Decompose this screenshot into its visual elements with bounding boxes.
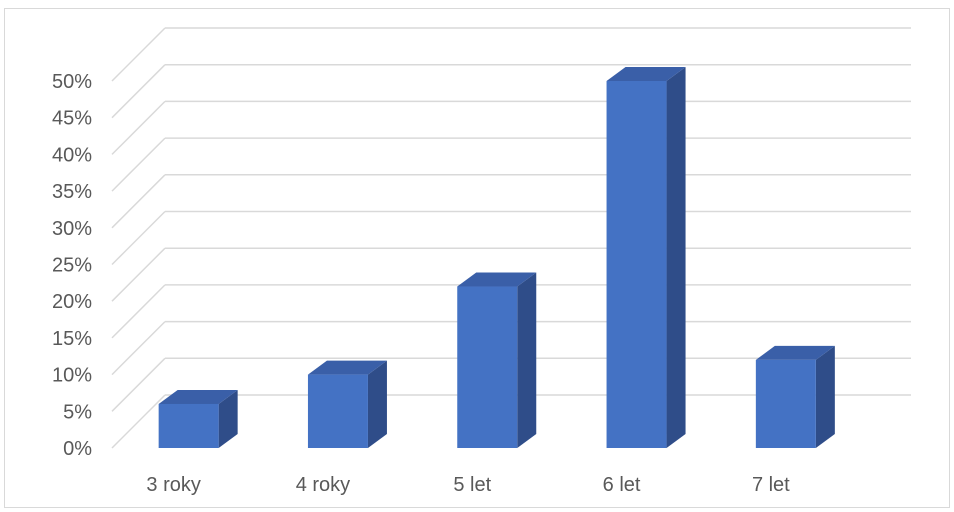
gridline [111,174,911,229]
gridline [111,27,911,82]
y-tick-label: 0% [63,438,92,460]
chart-frame [4,8,950,508]
bars [158,67,835,448]
y-tick-label: 35% [52,181,92,203]
x-category-label: 5 let [453,474,491,496]
bar [606,67,686,448]
x-axis-category-labels: 3 roky 4 roky 5 let 6 let 7 let [146,474,790,496]
bar [457,272,537,448]
bar [307,360,387,448]
y-tick-label: 45% [52,108,92,130]
y-tick-label: 5% [63,401,92,423]
y-axis-tick-labels: 0% 5% 10% 15% 20% 25% 30% 35% 40% 45% 50% [52,71,92,460]
x-category-label: 6 let [603,474,641,496]
gridline [111,284,911,339]
gridline [111,100,911,155]
bar [755,345,835,448]
gridline [111,137,911,192]
y-tick-label: 20% [52,291,92,313]
x-category-label: 4 roky [296,474,350,496]
x-category-label: 7 let [752,474,790,496]
y-tick-label: 50% [52,71,92,93]
y-tick-label: 40% [52,144,92,166]
y-tick-label: 25% [52,255,92,277]
bar [158,389,238,448]
gridline [111,247,911,302]
x-category-label: 3 roky [146,474,200,496]
gridline [111,320,911,376]
gridline [111,63,911,119]
y-tick-label: 15% [52,328,92,350]
gridline [111,210,911,266]
y-tick-label: 10% [52,365,92,387]
y-tick-label: 30% [52,218,92,240]
